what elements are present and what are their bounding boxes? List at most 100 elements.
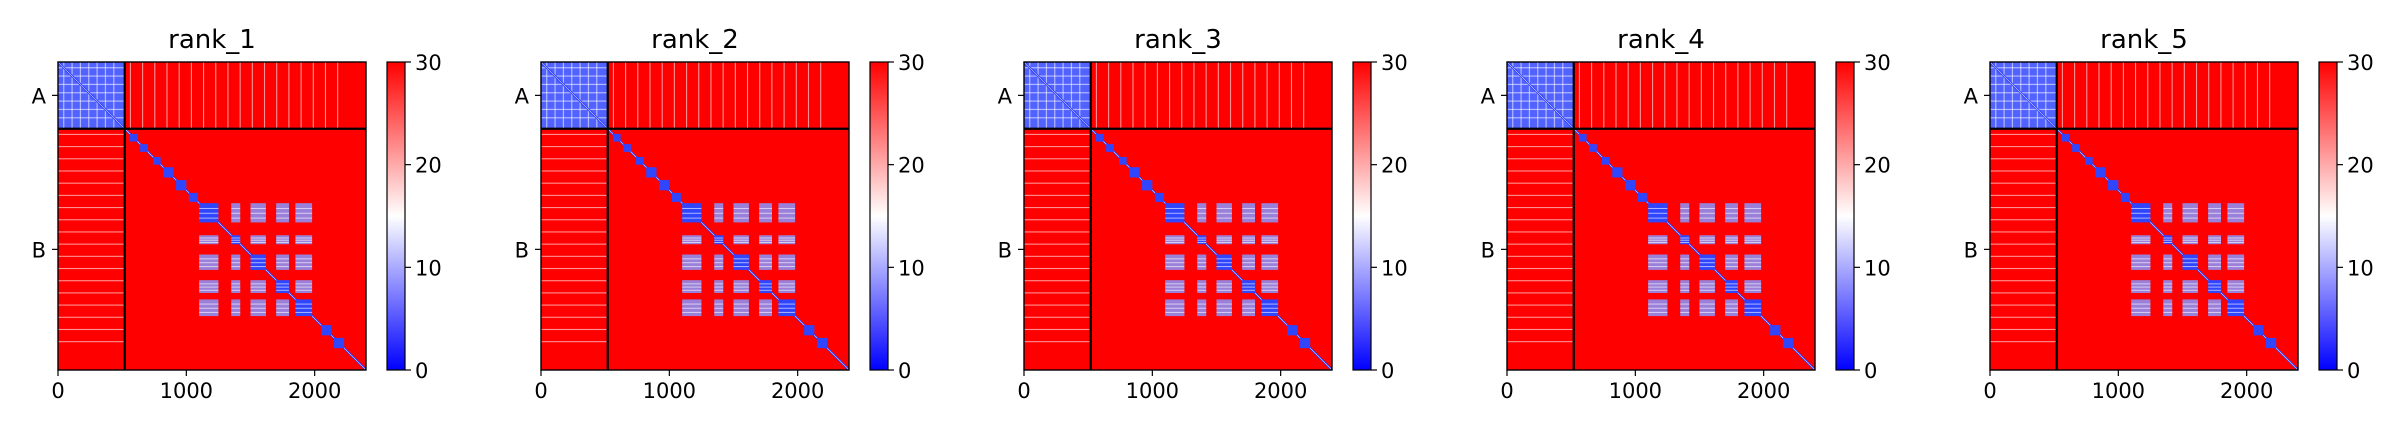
domain-texture bbox=[231, 283, 241, 285]
colorbar-frame bbox=[2318, 61, 2338, 371]
domain-texture bbox=[1165, 241, 1185, 243]
diagonal-domain bbox=[1129, 167, 1140, 178]
x-tick-label: 0 bbox=[1983, 379, 1996, 403]
inter-chain-stripe bbox=[541, 158, 608, 160]
domain-texture bbox=[682, 262, 702, 264]
domain-texture bbox=[1744, 283, 1762, 285]
domain-texture bbox=[1242, 207, 1255, 209]
chain-a-stripe bbox=[541, 108, 608, 111]
domain-texture bbox=[295, 311, 313, 313]
chain-a-stripe bbox=[58, 92, 125, 94]
inter-chain-stripe bbox=[1108, 62, 1110, 129]
colorbar-tick-label: 20 bbox=[898, 154, 925, 178]
diagonal-domain bbox=[1625, 180, 1636, 191]
inter-chain-stripe bbox=[1737, 62, 1739, 129]
domain-texture bbox=[2227, 303, 2245, 305]
inter-chain-stripe bbox=[1990, 255, 2057, 257]
chain-a-stripe bbox=[88, 62, 90, 129]
x-tick-label: 2000 bbox=[288, 379, 341, 403]
domain-texture bbox=[2131, 303, 2151, 305]
inter-chain-stripe bbox=[1095, 62, 1097, 129]
inter-chain-stripe bbox=[1990, 219, 2057, 221]
diagonal-domain bbox=[1612, 167, 1623, 178]
domain-texture bbox=[1261, 286, 1279, 288]
panel-title: rank_5 bbox=[2100, 25, 2188, 55]
colorbar-tick-label: 20 bbox=[415, 154, 442, 178]
domain-texture bbox=[1242, 266, 1255, 268]
diagonal-domain bbox=[2120, 192, 2130, 202]
domain-texture bbox=[1744, 286, 1762, 288]
domain-texture bbox=[2131, 266, 2151, 268]
domain-texture bbox=[1242, 262, 1255, 264]
domain-texture bbox=[1261, 283, 1279, 285]
domain-texture bbox=[759, 262, 772, 264]
domain-texture bbox=[295, 266, 313, 268]
y-tick-label: A bbox=[1481, 84, 1496, 108]
domain-texture bbox=[733, 212, 749, 214]
domain-texture bbox=[759, 266, 772, 268]
chain-a-stripe bbox=[587, 62, 590, 129]
domain-texture bbox=[2131, 289, 2151, 291]
chain-a-stripe bbox=[1024, 75, 1091, 77]
domain-block bbox=[778, 280, 796, 293]
inter-chain-stripe bbox=[698, 62, 700, 129]
domain-texture bbox=[2227, 262, 2245, 264]
domain-block bbox=[1699, 280, 1715, 293]
inter-chain-stripe bbox=[541, 316, 608, 318]
domain-texture bbox=[2227, 311, 2245, 313]
domain-texture bbox=[682, 241, 702, 243]
domain-texture bbox=[231, 258, 241, 260]
domain-texture bbox=[2227, 283, 2245, 285]
chain-a-stripe bbox=[104, 62, 107, 129]
domain-texture bbox=[1216, 207, 1232, 209]
inter-chain-stripe bbox=[541, 170, 608, 172]
domain-texture bbox=[1261, 241, 1279, 243]
domain-block bbox=[2182, 299, 2198, 317]
colorbar-frame bbox=[1835, 61, 1855, 371]
chain-a-stripe bbox=[562, 62, 565, 129]
chain-a-stripe bbox=[1553, 62, 1556, 129]
domain-texture bbox=[199, 237, 219, 239]
domain-texture bbox=[714, 266, 724, 268]
inter-chain-stripe bbox=[2147, 62, 2149, 129]
chain-a-stripe bbox=[1507, 108, 1574, 111]
domain-texture bbox=[199, 311, 219, 313]
domain-texture bbox=[733, 307, 749, 309]
domain-texture bbox=[2163, 217, 2173, 219]
domain-texture bbox=[714, 207, 724, 209]
domain-texture bbox=[1165, 262, 1185, 264]
chain-a-stripe bbox=[1037, 62, 1039, 129]
domain-texture bbox=[1242, 239, 1255, 241]
chain-a-stripe bbox=[1507, 75, 1574, 77]
domain-texture bbox=[1242, 217, 1255, 219]
domain-block bbox=[276, 299, 289, 317]
diagonal-domain bbox=[152, 156, 161, 165]
colorbar-tick-label: 10 bbox=[898, 256, 925, 280]
inter-chain-stripe bbox=[1990, 304, 2057, 306]
inter-chain-stripe bbox=[1507, 231, 1574, 233]
inter-chain-stripe bbox=[1688, 62, 1690, 129]
domain-texture bbox=[231, 303, 241, 305]
diagonal-domain bbox=[163, 167, 174, 178]
inter-chain-stripe bbox=[1990, 194, 2057, 196]
domain-texture bbox=[1242, 258, 1255, 260]
domain-texture bbox=[2182, 303, 2198, 305]
domain-texture bbox=[1680, 217, 1690, 219]
inter-chain-stripe bbox=[625, 62, 627, 129]
colorbar-tick-label: 0 bbox=[2347, 359, 2360, 383]
domain-texture bbox=[2227, 212, 2245, 214]
domain-texture bbox=[759, 283, 772, 285]
domain-block bbox=[759, 280, 772, 293]
domain-texture bbox=[250, 239, 266, 241]
domain-texture bbox=[1680, 266, 1690, 268]
chain-a-stripe bbox=[2028, 62, 2030, 129]
chain-a-stripe bbox=[1024, 67, 1091, 69]
domain-texture bbox=[1725, 239, 1738, 241]
domain-texture bbox=[1197, 303, 1207, 305]
colorbar-tick-label: 30 bbox=[1864, 51, 1891, 75]
y-tick-label: B bbox=[1964, 238, 1978, 262]
domain-block bbox=[682, 299, 702, 317]
domain-texture bbox=[1261, 311, 1279, 313]
domain-texture bbox=[682, 258, 702, 260]
heatmap-panel-3: rank_3 0 1000 2000 A B 0 10 20 30 bbox=[998, 25, 1408, 403]
